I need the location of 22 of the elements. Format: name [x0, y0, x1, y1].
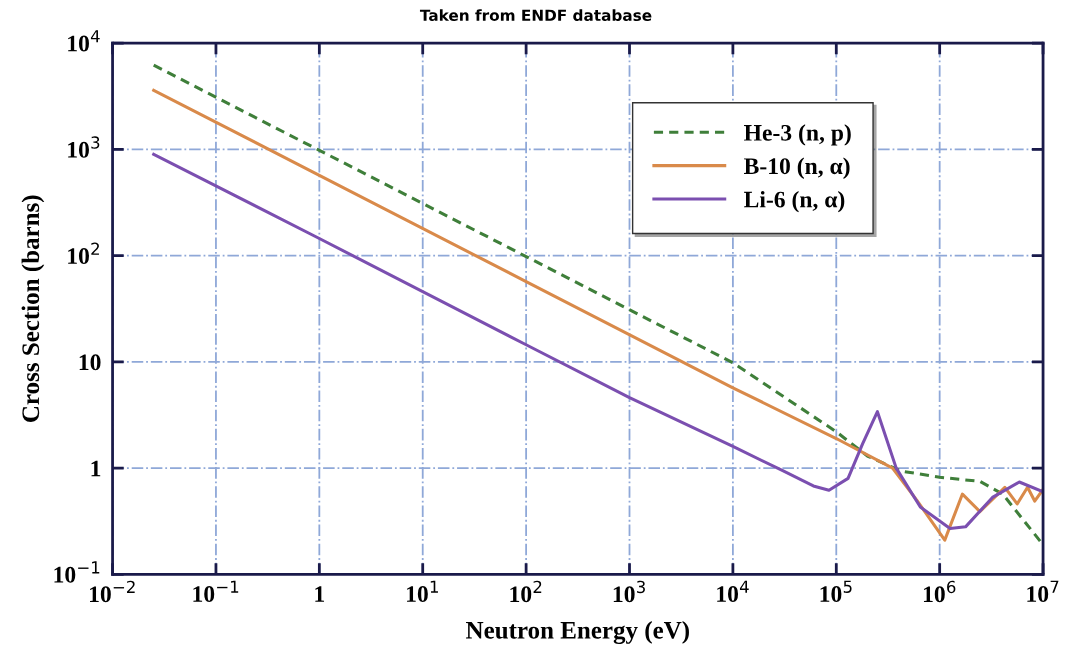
legend-label: Li-6 (n, α): [744, 190, 845, 213]
x-tick-label: 10$^{4}$: [717, 580, 749, 602]
x-axis-title: Neutron Energy (eV): [466, 621, 689, 644]
x-tick-label: 10$^{−2}$: [90, 580, 135, 603]
legend-label: He-3 (n, p): [744, 124, 851, 146]
y-tick-label: 10$^{4}$: [68, 30, 100, 52]
chart-title: Taken from ENDF database: [419, 9, 652, 22]
legend-label: B-10 (n, α): [744, 157, 850, 179]
x-tick-label: 1: [315, 586, 325, 602]
y-tick-label: 10$^{2}$: [68, 242, 99, 265]
y-tick-label: 10$^{3}$: [68, 136, 100, 158]
x-tick-label: 10$^{3}$: [613, 580, 645, 603]
y-tick-label: 10$^{−1}$: [54, 561, 100, 583]
y-tick-label: 10: [79, 354, 101, 371]
y-axis-title: Cross Section (barns): [21, 195, 45, 422]
x-tick-label: 10$^{6}$: [923, 580, 956, 603]
x-tick-label: 10$^{−1}$: [193, 580, 239, 602]
x-tick-label: 10$^{2}$: [510, 580, 542, 603]
x-tick-label: 10$^{7}$: [1027, 580, 1059, 602]
x-tick-label: 10$^{5}$: [820, 580, 852, 602]
y-tick-label: 1: [91, 460, 101, 477]
x-tick-label: 10$^{1}$: [407, 580, 438, 602]
